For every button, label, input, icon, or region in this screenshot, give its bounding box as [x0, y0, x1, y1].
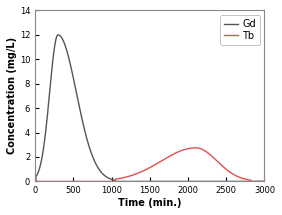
Tb — [88, 180, 91, 183]
Gd — [56, 34, 60, 36]
Gd — [263, 180, 266, 183]
Gd — [120, 180, 123, 183]
Tb — [33, 180, 37, 183]
X-axis label: Time (min.): Time (min.) — [118, 198, 182, 208]
Gd — [88, 147, 91, 149]
Y-axis label: Concentration (mg/L): Concentration (mg/L) — [7, 37, 17, 155]
Gd — [33, 180, 37, 183]
Legend: Gd, Tb: Gd, Tb — [220, 15, 260, 45]
Gd — [87, 143, 90, 145]
Tb — [87, 180, 90, 183]
Tb — [89, 180, 92, 183]
Gd — [89, 150, 92, 153]
Gd — [136, 180, 140, 183]
Line: Gd: Gd — [35, 35, 265, 181]
Tb — [263, 180, 266, 183]
Tb — [194, 147, 197, 149]
Gd — [261, 180, 265, 183]
Tb — [120, 177, 123, 179]
Line: Tb: Tb — [35, 148, 265, 181]
Tb — [261, 180, 265, 183]
Tb — [136, 172, 140, 175]
